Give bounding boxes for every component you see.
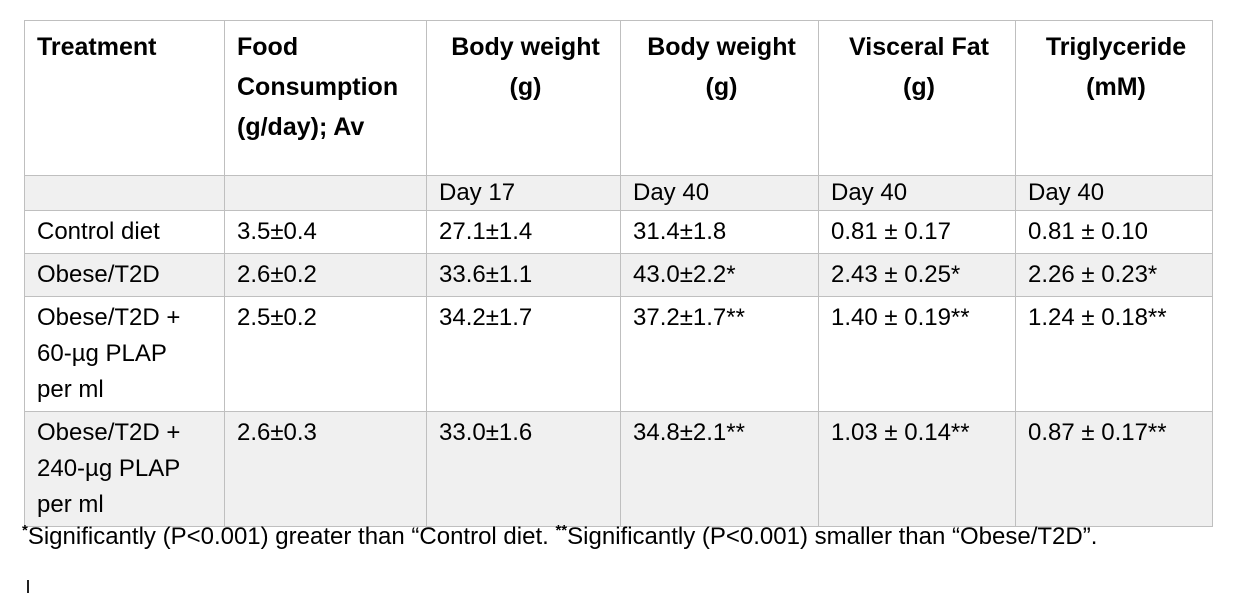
row-label: Obese/T2D + 240-µg PLAP per ml <box>24 411 225 527</box>
table-cell: 2.43 ± 0.25* <box>818 253 1016 297</box>
table-cell: 43.0±2.2* <box>620 253 819 297</box>
row-label: Obese/T2D <box>24 253 225 297</box>
table-cell: 33.0±1.6 <box>426 411 621 527</box>
subheader-day-40-bw: Day 40 <box>620 175 819 211</box>
table-header-row: Treatment Food Consumption (g/day); Av B… <box>24 20 1213 176</box>
footnote-marker-double-asterisk: ** <box>555 522 568 539</box>
subheader-treatment-empty <box>24 175 225 211</box>
table-row-control-diet: Control diet 3.5±0.4 27.1±1.4 31.4±1.8 0… <box>24 210 1213 254</box>
footnote-text-greater: Significantly (P<0.001) greater than “Co… <box>27 523 556 550</box>
footnote-text-smaller: Significantly (P<0.001) smaller than “Ob… <box>567 523 1098 550</box>
table-cell: 1.24 ± 0.18** <box>1015 296 1213 412</box>
table-cell: 0.81 ± 0.10 <box>1015 210 1213 254</box>
table-cell: 3.5±0.4 <box>224 210 427 254</box>
column-header-triglyceride: Triglyceride (mM) <box>1015 20 1213 176</box>
table-cell: 2.6±0.3 <box>224 411 427 527</box>
table-cell: 2.5±0.2 <box>224 296 427 412</box>
subheader-food-empty <box>224 175 427 211</box>
table-cell: 0.87 ± 0.17** <box>1015 411 1213 527</box>
subheader-day-40-tg: Day 40 <box>1015 175 1213 211</box>
table-cell: 33.6±1.1 <box>426 253 621 297</box>
results-table: Treatment Food Consumption (g/day); Av B… <box>24 20 1213 527</box>
column-header-food-consumption: Food Consumption (g/day); Av <box>224 20 427 176</box>
table-row-obese-t2d: Obese/T2D 2.6±0.2 33.6±1.1 43.0±2.2* 2.4… <box>24 253 1213 297</box>
footnote-marker-single-asterisk: * <box>22 522 28 539</box>
subheader-day-40-vf: Day 40 <box>818 175 1016 211</box>
table-cell: 34.2±1.7 <box>426 296 621 412</box>
table-cell: 1.40 ± 0.19** <box>818 296 1016 412</box>
table-cell: 0.81 ± 0.17 <box>818 210 1016 254</box>
column-header-treatment: Treatment <box>24 20 225 176</box>
table-cell: 27.1±1.4 <box>426 210 621 254</box>
row-label: Control diet <box>24 210 225 254</box>
table-row-obese-t2d-240ug-plap: Obese/T2D + 240-µg PLAP per ml 2.6±0.3 3… <box>24 411 1213 527</box>
table-cell: 1.03 ± 0.14** <box>818 411 1016 527</box>
table-cell: 37.2±1.7** <box>620 296 819 412</box>
table-cell: 31.4±1.8 <box>620 210 819 254</box>
text-cursor <box>27 580 29 593</box>
table-cell: 2.26 ± 0.23* <box>1015 253 1213 297</box>
row-label: Obese/T2D + 60-µg PLAP per ml <box>24 296 225 412</box>
table-row-obese-t2d-60ug-plap: Obese/T2D + 60-µg PLAP per ml 2.5±0.2 34… <box>24 296 1213 412</box>
table-cell: 34.8±2.1** <box>620 411 819 527</box>
column-header-body-weight-1: Body weight (g) <box>426 20 621 176</box>
column-header-visceral-fat: Visceral Fat (g) <box>818 20 1016 176</box>
table-subheader-row: Day 17 Day 40 Day 40 Day 40 <box>24 175 1213 211</box>
subheader-day-17: Day 17 <box>426 175 621 211</box>
column-header-body-weight-2: Body weight (g) <box>620 20 819 176</box>
table-cell: 2.6±0.2 <box>224 253 427 297</box>
footnote: *Significantly (P<0.001) greater than “C… <box>22 514 1142 554</box>
